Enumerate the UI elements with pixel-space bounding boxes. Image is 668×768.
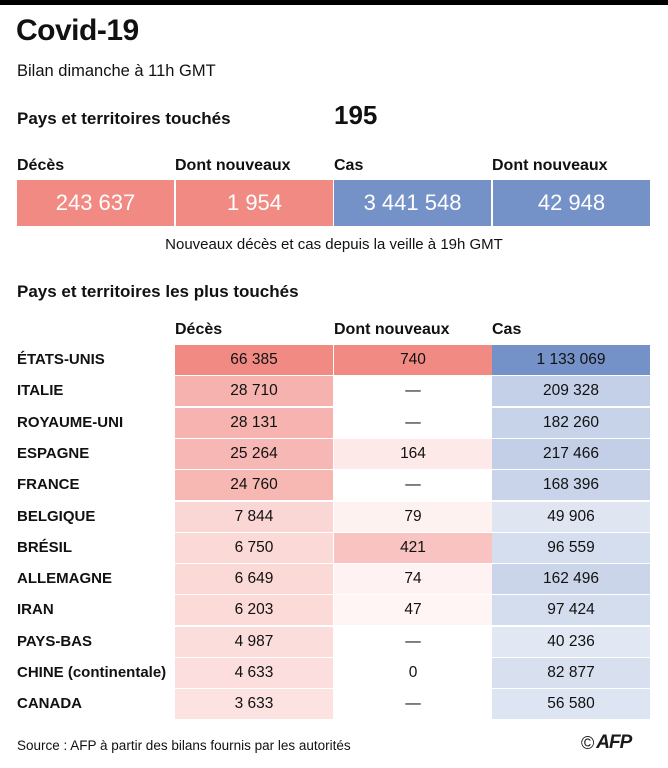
cell-new-deaths: 0 [334, 658, 492, 688]
cell-new-deaths: — [334, 626, 492, 657]
cell-cases: 96 559 [492, 532, 650, 563]
top-bar [0, 0, 668, 5]
row-country-label: ÉTATS-UNIS [17, 351, 105, 368]
cell-new-deaths: 421 [334, 532, 492, 563]
cell-cases: 40 236 [492, 626, 650, 657]
cell-cases: 56 580 [492, 689, 650, 720]
row-country-label: ROYAUME-UNI [17, 413, 124, 431]
cell-deaths: 6 203 [175, 595, 333, 626]
summary-cases-box: 3 441 548 [334, 180, 491, 226]
row-country-label: ITALIE [17, 382, 64, 400]
cell-cases: 162 496 [492, 564, 650, 595]
summary-deaths-label: Décès [17, 157, 65, 174]
cell-deaths: 6 649 [175, 564, 333, 595]
cell-cases: 49 906 [492, 501, 650, 532]
cell-new-deaths: — [334, 376, 492, 407]
cell-cases: 82 877 [492, 658, 650, 688]
cell-cases: 217 466 [492, 438, 650, 469]
summary-new-cases-label: Dont nouveaux [492, 157, 608, 174]
countries-touched-label: Pays et territoires touchés [17, 109, 231, 128]
cell-new-deaths: 74 [334, 564, 492, 595]
cell-deaths: 6 750 [175, 532, 333, 563]
row-country-label: IRAN [17, 601, 54, 619]
cell-new-deaths: — [334, 689, 492, 720]
summary-new-cases-box: 42 948 [493, 180, 650, 226]
page-subtitle: Bilan dimanche à 11h GMT [17, 62, 216, 80]
cell-new-deaths: 164 [334, 438, 492, 469]
row-country-label: ESPAGNE [17, 444, 90, 462]
row-country-label: FRANCE [17, 476, 80, 494]
cell-deaths: 66 385 [175, 345, 333, 375]
row-country-label: BRÉSIL [17, 538, 73, 556]
summary-note: Nouveaux décès et cas depuis la veille à… [165, 236, 503, 253]
cell-deaths: 28 710 [175, 376, 333, 407]
cell-cases: 168 396 [492, 470, 650, 501]
summary-new-deaths-box: 1 954 [176, 180, 333, 226]
row-country-label: BELGIQUE [17, 507, 96, 525]
summary-cases-label: Cas [334, 157, 364, 174]
cell-deaths: 28 131 [175, 407, 333, 438]
cell-deaths: 3 633 [175, 689, 333, 720]
column-header-new: Dont nouveaux [334, 321, 450, 338]
summary-new-deaths-label: Dont nouveaux [175, 157, 291, 174]
cell-new-deaths: 47 [334, 595, 492, 626]
cell-new-deaths: 740 [334, 345, 492, 375]
cell-new-deaths: 79 [334, 501, 492, 532]
cell-new-deaths: — [334, 407, 492, 438]
cell-deaths: 7 844 [175, 501, 333, 532]
column-header-cases: Cas [492, 321, 522, 338]
cell-deaths: 4 987 [175, 626, 333, 657]
summary-deaths-box: 243 637 [17, 180, 174, 226]
copyright-symbol: © [581, 732, 595, 753]
page-title: Covid-19 [16, 14, 139, 47]
row-country-label: CHINE (continentale) [17, 664, 167, 681]
cell-cases: 1 133 069 [492, 345, 650, 375]
afp-logo: AFP [596, 732, 632, 753]
table-title: Pays et territoires les plus touchés [17, 282, 299, 301]
row-country-label: CANADA [17, 695, 82, 713]
afp-credit: © AFP [581, 732, 632, 754]
cell-cases: 97 424 [492, 595, 650, 626]
cell-cases: 182 260 [492, 407, 650, 438]
cell-deaths: 4 633 [175, 658, 333, 688]
cell-cases: 209 328 [492, 376, 650, 407]
row-country-label: ALLEMAGNE [17, 570, 112, 588]
countries-touched-value: 195 [334, 100, 378, 130]
cell-deaths: 24 760 [175, 470, 333, 501]
cell-deaths: 25 264 [175, 438, 333, 469]
cell-new-deaths: — [334, 470, 492, 501]
column-header-deaths: Décès [175, 321, 223, 338]
source-note: Source : AFP à partir des bilans fournis… [17, 738, 351, 753]
row-country-label: PAYS-BAS [17, 632, 93, 650]
